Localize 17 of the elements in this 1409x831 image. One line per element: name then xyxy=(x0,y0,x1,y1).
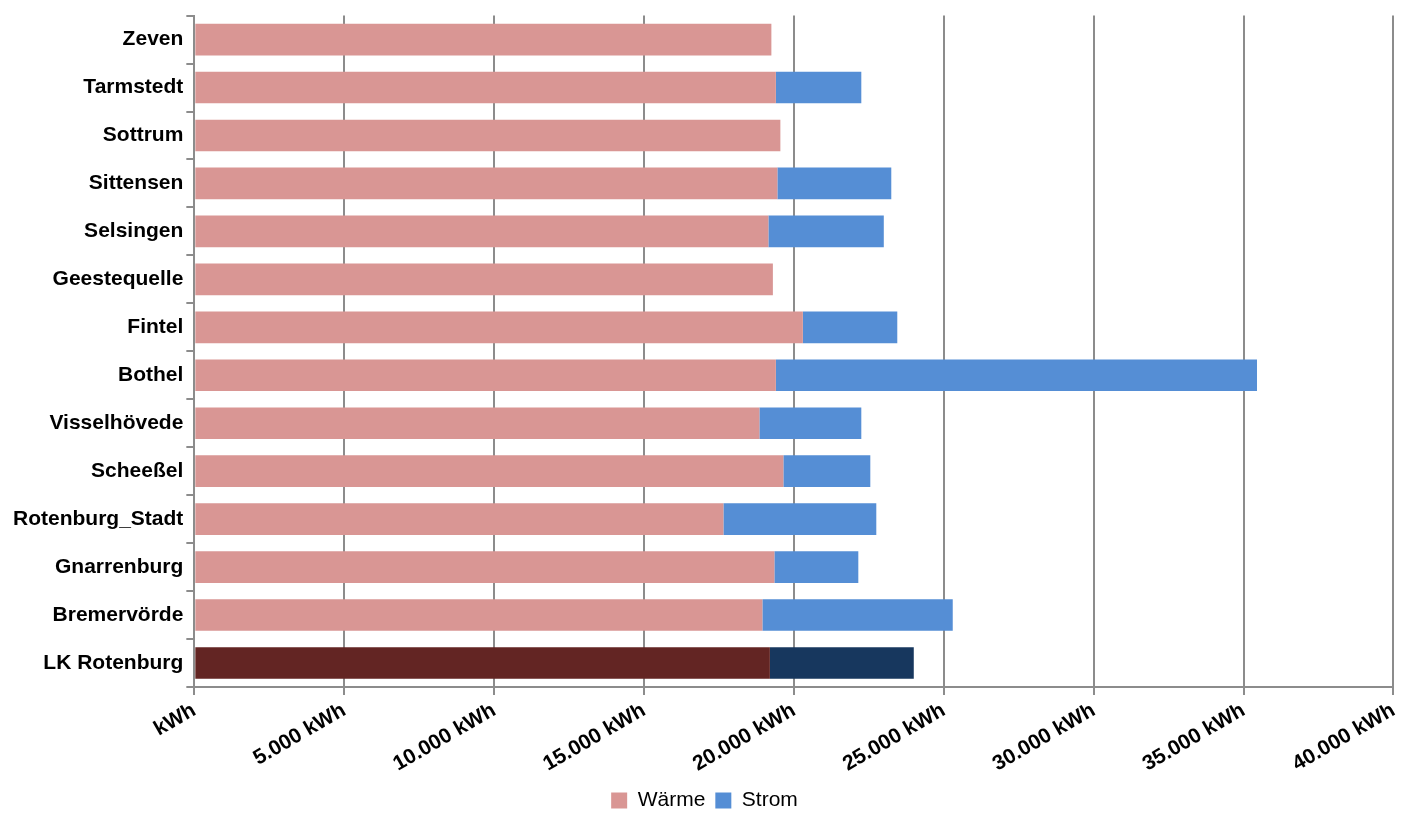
y-tick-label: Tarmstedt xyxy=(83,74,184,98)
y-tick-label: Visselhövede xyxy=(49,410,184,434)
y-tick-label: Gnarrenburg xyxy=(54,553,184,577)
legend-label: Strom xyxy=(741,787,798,811)
y-tick-label: Scheeßel xyxy=(91,457,184,481)
y-tick-label: Fintel xyxy=(127,314,184,338)
y-tick-label: Sottrum xyxy=(102,122,184,146)
y-tick-label: LK Rotenburg xyxy=(43,649,184,673)
y-tick-label: Selsingen xyxy=(84,218,184,242)
y-tick-label: Rotenburg_Stadt xyxy=(13,505,184,529)
legend-label: Wärme xyxy=(637,787,706,811)
y-tick-label: Bothel xyxy=(118,362,184,386)
y-tick-label: Sittensen xyxy=(88,170,184,194)
y-tick-label: Bremervörde xyxy=(52,601,184,625)
x-tick-label: kWh xyxy=(149,697,200,740)
y-tick-label: Zeven xyxy=(122,26,184,50)
y-tick-label: Geestequelle xyxy=(52,266,184,290)
